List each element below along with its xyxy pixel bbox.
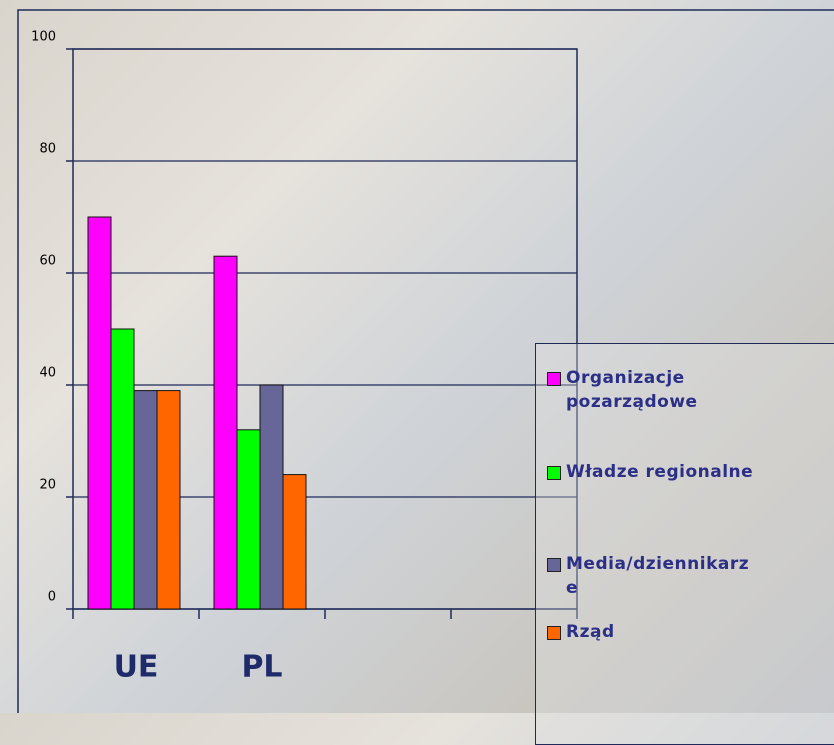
legend-swatch [547, 466, 561, 480]
legend-item: Władze regionalne [548, 460, 760, 484]
legend-label: Władze regionalne [566, 460, 760, 484]
legend-label: Rząd [566, 620, 760, 644]
legend-label: Organizacje pozarządowe [566, 366, 760, 414]
legend-swatch [547, 626, 561, 640]
y-tick-label: 80 [39, 142, 56, 157]
bar [283, 475, 306, 609]
legend-swatch [547, 372, 561, 386]
legend-item: Organizacje pozarządowe [548, 366, 760, 414]
y-tick-label: 0 [48, 590, 56, 605]
y-tick-label: 40 [39, 366, 56, 381]
bar [134, 391, 157, 609]
y-tick-label: 100 [31, 30, 56, 45]
bar [214, 256, 237, 609]
bar [111, 329, 134, 609]
legend-item: Media/dziennikarze [548, 552, 760, 600]
legend-item: Rząd [548, 620, 760, 644]
x-tick-label: PL [241, 650, 282, 685]
y-tick-label: 20 [39, 478, 56, 493]
legend: Organizacje pozarządowe Władze regionalne… [535, 343, 834, 745]
x-tick-label: UE [114, 650, 159, 685]
y-tick-label: 60 [39, 254, 56, 269]
bar [157, 391, 180, 609]
bar [88, 217, 111, 609]
page: {"chart_data": {"type": "bar", "categori… [0, 0, 834, 713]
legend-label: Media/dziennikarze [566, 552, 760, 600]
bar [237, 430, 260, 609]
legend-swatch [547, 558, 561, 572]
bar [260, 385, 283, 609]
